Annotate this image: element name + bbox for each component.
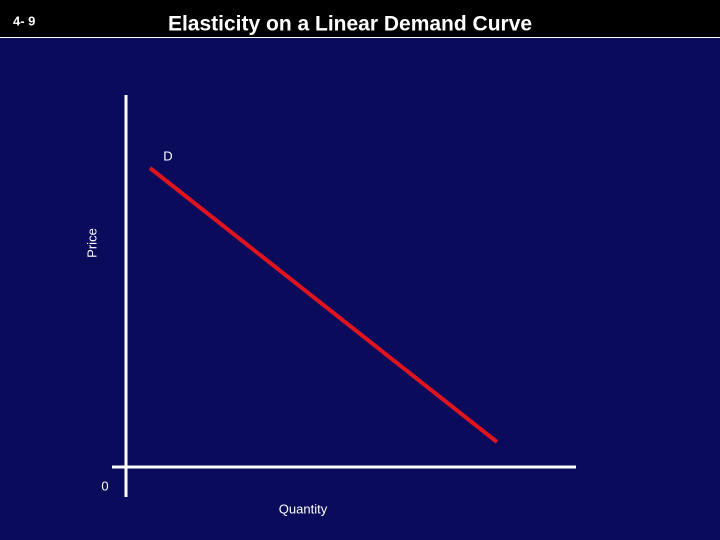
origin-label: 0	[101, 478, 108, 493]
slide-title: Elasticity on a Linear Demand Curve	[168, 13, 532, 36]
slide-number: 4- 9	[13, 13, 35, 28]
curve-label: D	[163, 148, 172, 163]
y-axis-label: Price	[84, 228, 99, 258]
header-bar	[0, 0, 720, 37]
demand-curve	[148, 166, 499, 444]
x-axis-label: Quantity	[279, 501, 328, 516]
